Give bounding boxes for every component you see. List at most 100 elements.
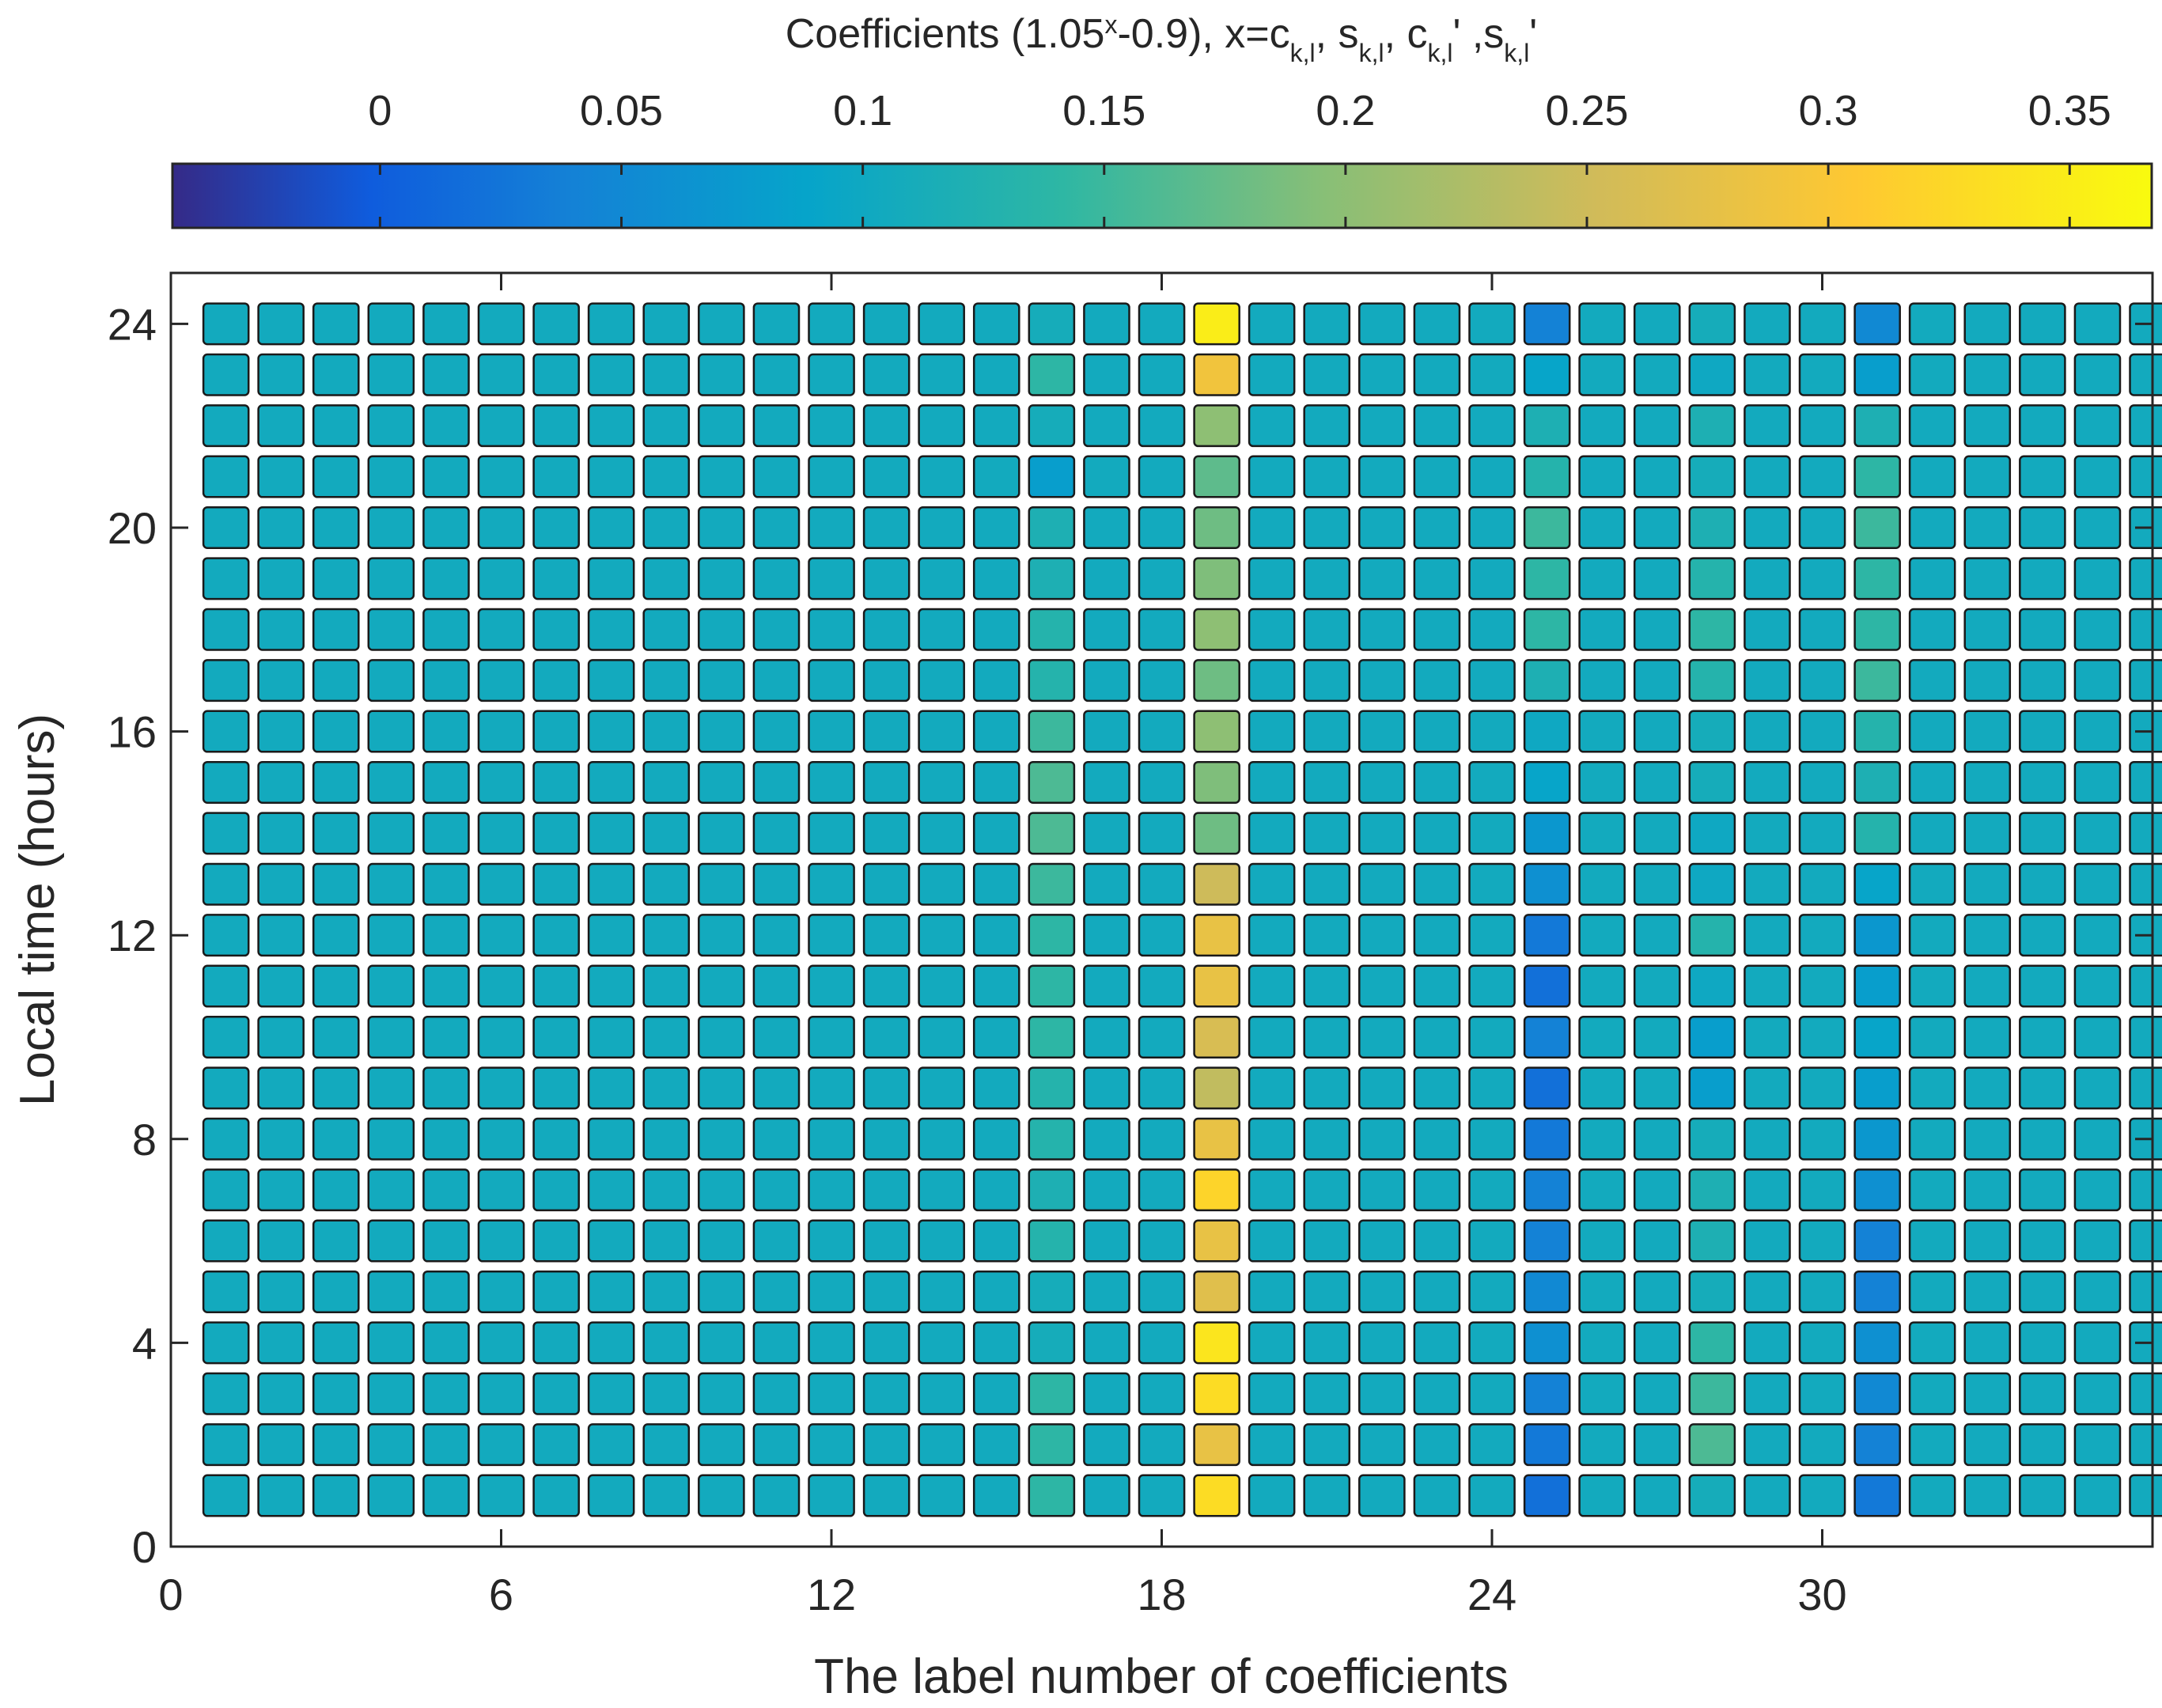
heatmap-cell: [2073, 964, 2122, 1008]
x-tick-label: 24: [1467, 1570, 1516, 1619]
heatmap-cell: [2073, 302, 2122, 346]
heatmap-cell: [1413, 608, 1461, 651]
heatmap-cell: [1798, 302, 1846, 346]
heatmap-cell: [202, 353, 250, 396]
heatmap-cell: [1744, 710, 1791, 753]
heatmap-cell: [918, 1219, 965, 1263]
heatmap-cell: [1358, 1219, 1406, 1263]
heatmap-cell: [1468, 455, 1516, 498]
heatmap-cell: [1908, 353, 1956, 396]
heatmap-cell: [1798, 1423, 1846, 1467]
heatmap-cell: [532, 812, 580, 855]
heatmap-cell: [1853, 302, 1901, 346]
heatmap-cell: [2129, 760, 2162, 804]
heatmap-cell: [698, 812, 745, 855]
heatmap-cell: [1413, 1168, 1461, 1212]
heatmap-cell: [862, 1321, 911, 1365]
heatmap-cell: [698, 1474, 745, 1517]
heatmap-cell: [1688, 1219, 1736, 1263]
colorbar-tick-label: 0.25: [1545, 87, 1628, 134]
heatmap-cell: [862, 455, 911, 498]
heatmap-cell: [1963, 914, 2012, 957]
heatmap-cell: [752, 353, 801, 396]
heatmap-cell: [1248, 1015, 1296, 1059]
heatmap-cell: [1578, 1474, 1626, 1517]
heatmap-cell: [532, 1321, 580, 1365]
heatmap-cell: [2073, 353, 2122, 396]
heatmap-cell: [1193, 1474, 1240, 1517]
heatmap-cell: [422, 557, 470, 600]
heatmap-cell: [1908, 964, 1956, 1008]
heatmap-cell: [477, 1168, 525, 1212]
heatmap-cell: [2129, 557, 2162, 600]
heatmap-cell: [1963, 1066, 2012, 1110]
heatmap-cell: [752, 760, 801, 804]
heatmap-cell: [808, 914, 855, 957]
heatmap-cell: [312, 353, 360, 396]
heatmap-cell: [642, 302, 691, 346]
heatmap-cell: [587, 1321, 635, 1365]
heatmap-cell: [312, 1219, 360, 1263]
heatmap-cell: [1193, 710, 1240, 753]
heatmap-cell: [1468, 1168, 1516, 1212]
heatmap-cell: [1413, 1270, 1461, 1313]
heatmap-cell: [1028, 1219, 1076, 1263]
heatmap-cell: [1138, 404, 1186, 448]
heatmap-cell: [1413, 455, 1461, 498]
heatmap-cell: [587, 964, 635, 1008]
heatmap-cell: [642, 1219, 691, 1263]
heatmap-cell: [1193, 353, 1240, 396]
heatmap-cell: [587, 353, 635, 396]
heatmap-cell: [1303, 1321, 1351, 1365]
heatmap-cell: [312, 1321, 360, 1365]
heatmap-cell: [1963, 404, 2012, 448]
heatmap-cell: [1468, 862, 1516, 906]
heatmap-cell: [477, 1423, 525, 1467]
heatmap-cell: [532, 1117, 580, 1161]
heatmap-cell: [1303, 710, 1351, 753]
heatmap-cell: [2073, 1117, 2122, 1161]
heatmap-cell: [1248, 914, 1296, 957]
heatmap-cell: [312, 455, 360, 498]
heatmap-cell: [422, 914, 470, 957]
heatmap-cell: [1633, 914, 1681, 957]
heatmap-cell: [862, 659, 911, 703]
heatmap-cell: [1963, 1474, 2012, 1517]
heatmap-cell: [2073, 1270, 2122, 1313]
heatmap-cell: [477, 353, 525, 396]
heatmap-cell: [1853, 557, 1901, 600]
heatmap-cell: [1853, 1372, 1901, 1415]
heatmap-cell: [972, 964, 1020, 1008]
heatmap-cell: [202, 964, 250, 1008]
heatmap-cell: [808, 557, 855, 600]
heatmap-cell: [1028, 353, 1076, 396]
heatmap-cell: [1248, 760, 1296, 804]
heatmap-cell: [587, 506, 635, 549]
heatmap-cell: [1193, 914, 1240, 957]
heatmap-cell: [918, 1321, 965, 1365]
heatmap-cell: [477, 608, 525, 651]
colorbar-tick-label: 0.05: [580, 87, 663, 134]
heatmap-cell: [1744, 1474, 1791, 1517]
heatmap-cell: [1578, 1372, 1626, 1415]
heatmap-cell: [752, 659, 801, 703]
heatmap-cell: [1523, 1474, 1571, 1517]
heatmap-cell: [2019, 710, 2066, 753]
heatmap-cell: [808, 964, 855, 1008]
heatmap-cell: [1688, 506, 1736, 549]
heatmap-cell: [1853, 1321, 1901, 1365]
heatmap-cell: [1963, 1117, 2012, 1161]
heatmap-cell: [477, 1372, 525, 1415]
heatmap-cell: [1744, 1372, 1791, 1415]
heatmap-cell: [1798, 1321, 1846, 1365]
heatmap-cell: [2019, 1219, 2066, 1263]
heatmap-cell: [1028, 404, 1076, 448]
heatmap-cell: [477, 812, 525, 855]
heatmap-cell: [1853, 404, 1901, 448]
heatmap-cell: [1358, 302, 1406, 346]
heatmap-cell: [1908, 710, 1956, 753]
heatmap-cell: [1523, 302, 1571, 346]
heatmap-cell: [808, 608, 855, 651]
heatmap-cell: [422, 1270, 470, 1313]
heatmap-cell: [972, 1168, 1020, 1212]
